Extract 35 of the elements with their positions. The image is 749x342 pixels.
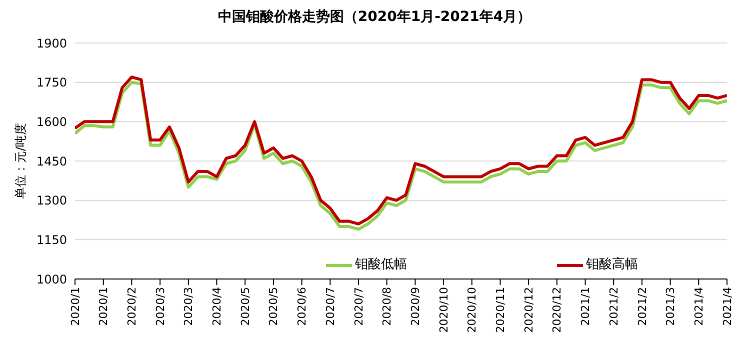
- y-axis-title: 单位：元/吨度: [13, 122, 28, 200]
- y-tick-label: 1450: [36, 154, 67, 168]
- x-tick-label: 2020/1: [97, 287, 110, 326]
- x-tick-label: 2021/4: [720, 287, 734, 326]
- y-tick-label: 1750: [36, 76, 67, 90]
- x-tick-label: 2020/7: [352, 287, 366, 326]
- x-tick-label: 2020/5: [238, 287, 252, 326]
- y-tick-label: 1900: [36, 36, 67, 50]
- chart-title: 中国钼酸价格走势图（2020年1月-2021年4月）: [216, 8, 532, 26]
- y-tick-label: 1600: [36, 114, 67, 129]
- x-tick-label: 2020/11: [494, 287, 508, 333]
- x-tick-label: 2021/1: [579, 287, 592, 326]
- x-tick-label: 2020/3: [154, 287, 167, 326]
- x-tick-label: 2020/7: [324, 287, 337, 326]
- x-tick-label: 2020/12: [550, 287, 564, 333]
- x-tick-label: 2021/2: [607, 287, 620, 326]
- x-tick-label: 2020/8: [380, 287, 394, 326]
- legend-label: 钼酸低幅: [354, 257, 407, 273]
- x-tick-label: 2020/10: [466, 287, 479, 333]
- x-tick-label: 2020/5: [267, 287, 280, 326]
- x-tick-label: 2021/3: [664, 287, 678, 326]
- legend-label: 钼酸高幅: [585, 257, 638, 273]
- x-tick-label: 2020/12: [522, 287, 536, 333]
- y-tick-label: 1300: [36, 194, 67, 208]
- x-tick-label: 2020/6: [296, 287, 309, 326]
- x-tick-label: 2020/9: [408, 287, 422, 326]
- y-tick-label: 1000: [36, 272, 67, 286]
- x-tick-label: 2020/1: [68, 287, 82, 326]
- x-tick-label: 2020/10: [437, 287, 450, 333]
- x-tick-label: 2020/4: [210, 287, 224, 326]
- x-tick-label: 2021/2: [636, 287, 649, 326]
- x-tick-label: 2021/4: [692, 287, 706, 326]
- x-tick-label: 2020/3: [182, 287, 196, 326]
- x-tick-label: 2020/2: [126, 287, 139, 326]
- y-tick-label: 1150: [36, 232, 67, 247]
